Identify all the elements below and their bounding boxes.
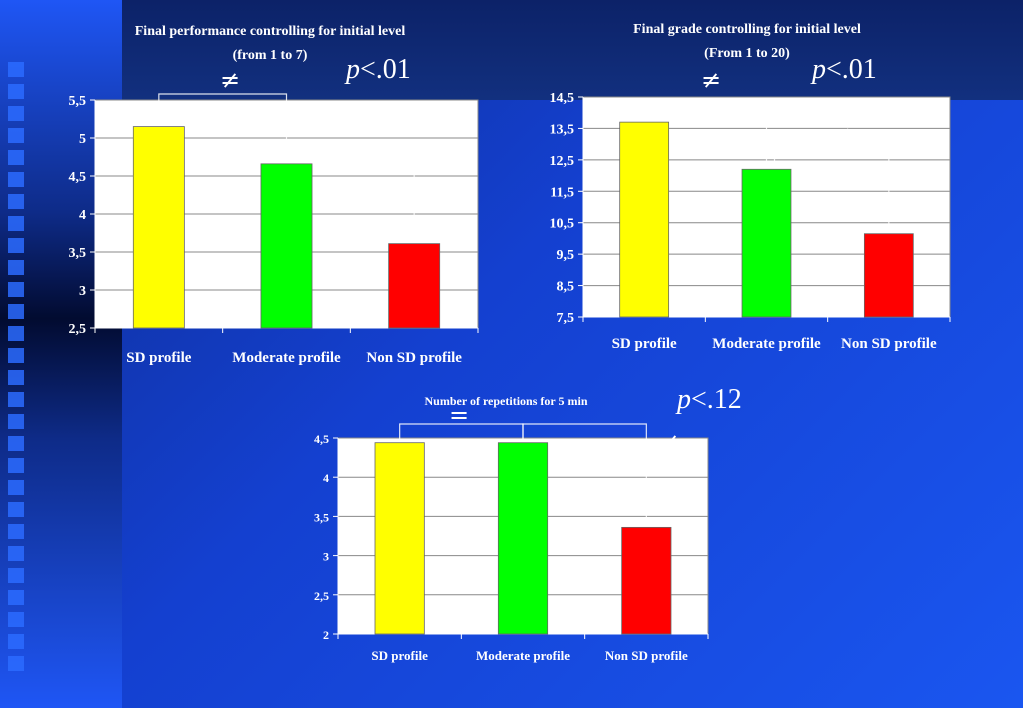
decorative-square — [8, 546, 24, 561]
decorative-square — [8, 150, 24, 165]
comparison-bracket — [522, 423, 647, 524]
bar — [388, 243, 441, 329]
p-value-chart-3: p<.12 — [677, 384, 742, 415]
comparison-symbol: = — [449, 401, 469, 429]
bar — [260, 163, 313, 329]
comparison-bracket — [643, 109, 768, 166]
chart-title: Final performance controlling for initia… — [135, 24, 406, 39]
y-tick-label: 4,5 — [314, 432, 329, 446]
decorative-square — [8, 502, 24, 517]
decorative-square — [8, 458, 24, 473]
decorative-square — [8, 480, 24, 495]
y-tick-label: 9,5 — [557, 248, 575, 263]
comparison-symbol: ≠ — [833, 121, 853, 149]
decorative-square — [8, 370, 24, 385]
comparison-symbol: ≠ — [660, 428, 680, 456]
category-label: SD profile — [371, 648, 428, 663]
p-value-chart-1: p<.01 — [346, 54, 411, 85]
decorative-square — [8, 106, 24, 121]
bar — [132, 126, 185, 329]
decorative-square — [8, 568, 24, 583]
y-tick-label: 4 — [323, 471, 329, 485]
category-label: Moderate profile — [232, 350, 341, 366]
y-tick-label: 10,5 — [550, 217, 575, 232]
y-tick-label: 14,5 — [550, 91, 575, 106]
decorative-square — [8, 62, 24, 77]
decorative-square — [8, 348, 24, 363]
bar — [497, 442, 549, 635]
bar — [621, 526, 672, 635]
comparison-symbol: ≠ — [220, 66, 240, 94]
y-tick-label: 5 — [79, 132, 86, 147]
y-tick-label: 2,5 — [69, 322, 87, 337]
comparison-bracket — [293, 149, 415, 240]
bar — [619, 121, 670, 318]
y-tick-label: 13,5 — [550, 122, 575, 137]
comparison-bracket — [158, 93, 288, 160]
decorative-square — [8, 84, 24, 99]
decorative-square — [8, 612, 24, 627]
y-tick-label: 2 — [323, 628, 329, 642]
decorative-square — [8, 326, 24, 341]
category-label: Moderate profile — [476, 648, 570, 663]
decorative-square — [8, 282, 24, 297]
category-label: Non SD profile — [605, 648, 688, 663]
decorative-square — [8, 304, 24, 319]
decorative-square — [8, 238, 24, 253]
category-label: Moderate profile — [712, 336, 821, 352]
y-tick-label: 4 — [79, 208, 86, 223]
p-value-chart-2: p<.01 — [812, 54, 877, 85]
decorative-square — [8, 414, 24, 429]
y-tick-label: 12,5 — [550, 154, 575, 169]
decorative-square — [8, 194, 24, 209]
decorative-square — [8, 172, 24, 187]
decorative-square — [8, 436, 24, 451]
comparison-bracket — [773, 149, 890, 230]
decorative-square — [8, 590, 24, 605]
decorative-square — [8, 634, 24, 649]
top-background-band — [120, 0, 1023, 100]
bar — [863, 233, 914, 318]
chart-subtitle: (from 1 to 7) — [233, 48, 308, 63]
y-tick-label: 3,5 — [69, 246, 87, 261]
chart-title: Final grade controlling for initial leve… — [633, 22, 861, 37]
comparison-symbol: ≠ — [338, 113, 358, 141]
category-label: Non SD profile — [366, 350, 462, 366]
y-tick-label: 8,5 — [557, 280, 575, 295]
y-tick-label: 4,5 — [69, 170, 87, 185]
y-tick-label: 2,5 — [314, 589, 329, 603]
decorative-square — [8, 524, 24, 539]
y-tick-label: 7,5 — [557, 311, 575, 326]
chart-subtitle: (From 1 to 20) — [704, 46, 790, 61]
y-tick-label: 3 — [323, 550, 329, 564]
category-label: Non SD profile — [841, 336, 937, 352]
decorative-square — [8, 128, 24, 143]
decorative-square — [8, 216, 24, 231]
y-tick-label: 11,5 — [550, 185, 574, 200]
bar — [741, 168, 792, 318]
decorative-square — [8, 656, 24, 671]
y-tick-label: 5,5 — [69, 94, 87, 109]
bar — [374, 442, 425, 635]
category-label: SD profile — [126, 350, 191, 366]
y-tick-label: 3,5 — [314, 510, 329, 524]
category-label: SD profile — [612, 336, 677, 352]
decorative-square — [8, 260, 24, 275]
comparison-symbol: ≠ — [701, 66, 721, 94]
y-tick-label: 3 — [79, 284, 86, 299]
decorative-square — [8, 392, 24, 407]
chart-title: Number of repetitions for 5 min — [425, 394, 588, 408]
